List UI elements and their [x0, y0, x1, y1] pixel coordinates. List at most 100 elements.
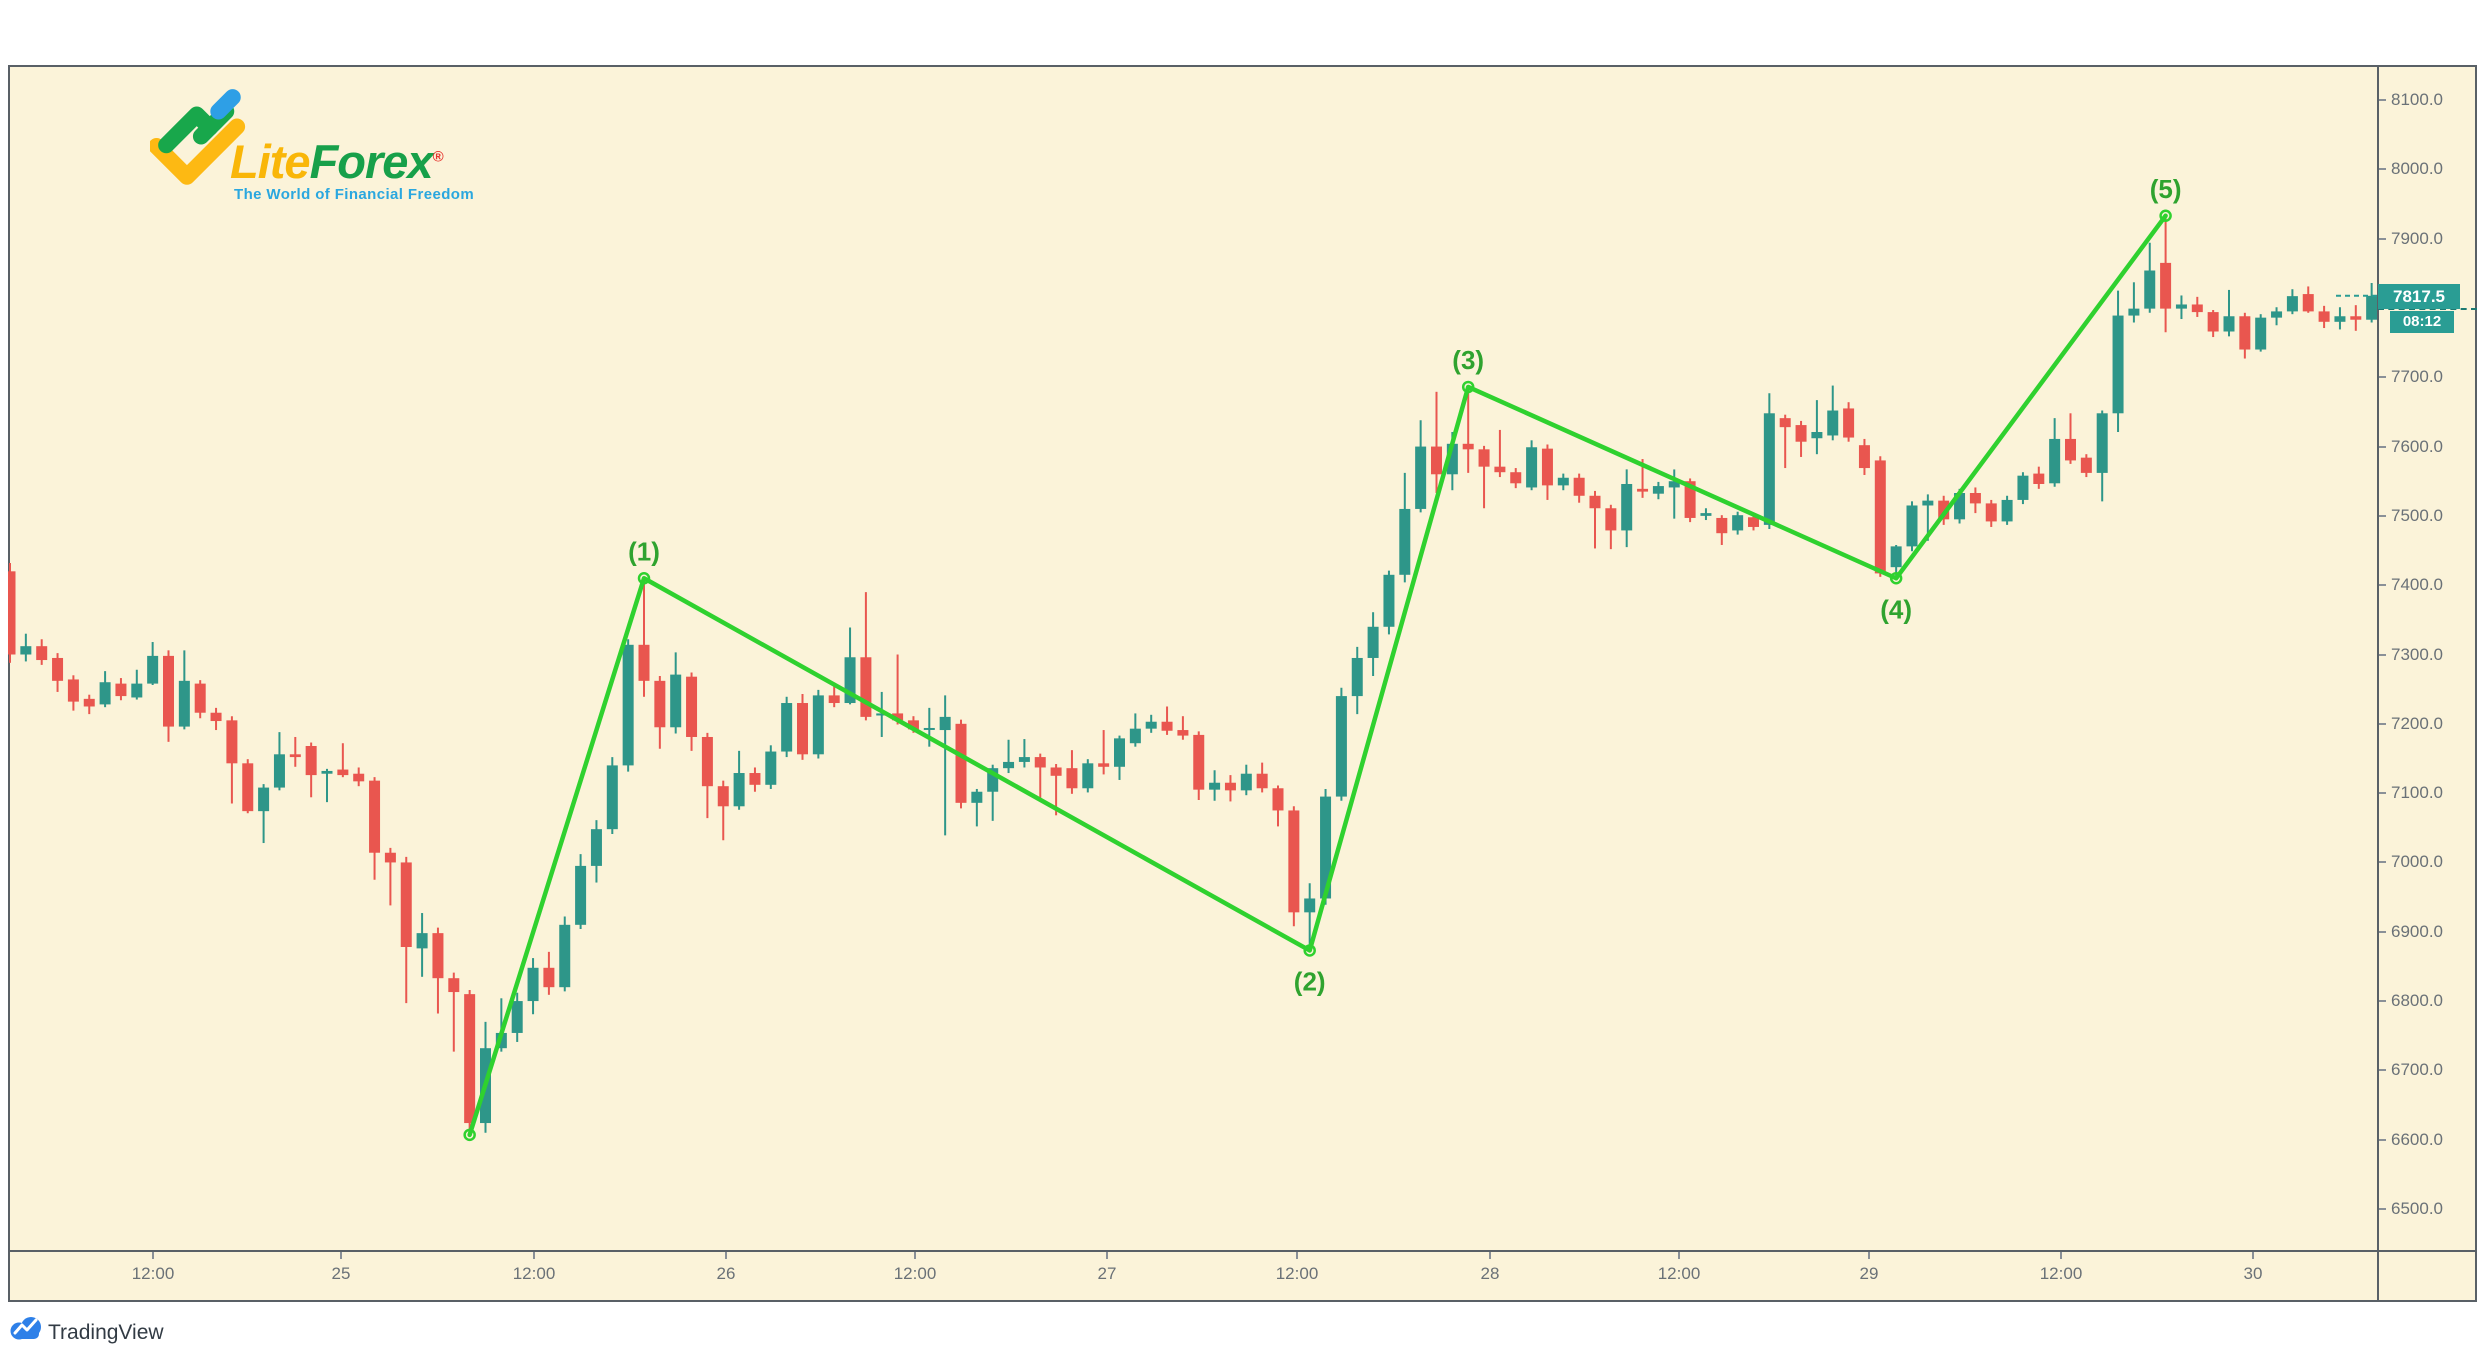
candle[interactable]: [638, 578, 650, 697]
candle[interactable]: [876, 691, 888, 737]
candle[interactable]: [1082, 759, 1094, 793]
candle[interactable]: [2065, 413, 2076, 464]
candle[interactable]: [1811, 400, 1823, 455]
candle[interactable]: [1018, 739, 1030, 768]
candle[interactable]: [511, 992, 523, 1042]
candle[interactable]: [1240, 764, 1252, 796]
price-axis[interactable]: 8100.0 8000.0 7900.0 7700.0 7600.0 7500.0 7400…: [2379, 65, 2477, 1250]
candle[interactable]: [83, 694, 95, 715]
candle[interactable]: [575, 854, 587, 929]
candle[interactable]: [226, 716, 238, 804]
candle[interactable]: [1732, 511, 1744, 535]
candle[interactable]: [2271, 307, 2283, 326]
candle[interactable]: [2001, 495, 2013, 525]
candle[interactable]: [2033, 466, 2045, 489]
candle[interactable]: [2350, 305, 2362, 331]
wave-vertex-marker[interactable]: [1303, 944, 1316, 957]
candle[interactable]: [590, 820, 602, 883]
candle[interactable]: [1114, 735, 1125, 780]
candle[interactable]: [1193, 731, 1205, 801]
candle[interactable]: [1938, 495, 1950, 525]
candle[interactable]: [464, 989, 476, 1135]
candle[interactable]: [971, 788, 983, 827]
candle[interactable]: [8, 563, 16, 663]
candle[interactable]: [559, 916, 571, 992]
candle[interactable]: [654, 675, 666, 749]
candle[interactable]: [321, 768, 333, 803]
candle[interactable]: [2096, 410, 2108, 502]
candle[interactable]: [258, 784, 270, 844]
candle[interactable]: [1320, 788, 1332, 905]
candle[interactable]: [686, 672, 698, 751]
candle[interactable]: [448, 972, 460, 1052]
candle[interactable]: [812, 689, 824, 759]
candle[interactable]: [353, 767, 365, 787]
candle[interactable]: [1335, 687, 1347, 801]
candle[interactable]: [2112, 290, 2124, 433]
candle[interactable]: [1557, 473, 1569, 491]
candle[interactable]: [1383, 570, 1395, 635]
candle[interactable]: [416, 913, 428, 977]
candle[interactable]: [131, 669, 143, 700]
wave-vertex-marker[interactable]: [1461, 380, 1475, 394]
candle[interactable]: [210, 707, 222, 731]
candle[interactable]: [1098, 730, 1110, 775]
candle[interactable]: [1906, 501, 1918, 552]
candle[interactable]: [2318, 305, 2330, 329]
candle[interactable]: [384, 847, 396, 906]
candle[interactable]: [36, 639, 48, 665]
candle[interactable]: [1621, 469, 1633, 548]
candle[interactable]: [147, 642, 159, 685]
candle[interactable]: [2144, 242, 2156, 313]
candle[interactable]: [1367, 612, 1379, 676]
candle[interactable]: [1177, 716, 1189, 740]
candle[interactable]: [2207, 310, 2219, 338]
candle[interactable]: [305, 742, 317, 798]
candle[interactable]: [1272, 785, 1284, 827]
candle[interactable]: [1716, 515, 1728, 545]
candle[interactable]: [1209, 770, 1221, 801]
candle[interactable]: [2223, 289, 2235, 337]
elliott-wave-line[interactable]: [467, 213, 2168, 1138]
candle[interactable]: [1161, 706, 1173, 735]
candle[interactable]: [1003, 739, 1015, 774]
candle[interactable]: [1700, 508, 1712, 521]
candle[interactable]: [781, 696, 793, 758]
chart-canvas[interactable]: (1) (2) (3) (4) (5): [8, 65, 2377, 1250]
candle[interactable]: [717, 780, 729, 841]
candle[interactable]: [369, 777, 381, 880]
candle[interactable]: [749, 767, 761, 792]
candle[interactable]: [1256, 762, 1268, 793]
candle[interactable]: [2255, 314, 2267, 352]
candle[interactable]: [1034, 753, 1046, 798]
candle[interactable]: [1858, 438, 1870, 475]
wave-vertex-marker[interactable]: [1889, 572, 1903, 585]
candle[interactable]: [242, 759, 254, 814]
candle[interactable]: [1589, 490, 1601, 549]
candle[interactable]: [2239, 312, 2251, 359]
candle[interactable]: [797, 694, 808, 760]
candle[interactable]: [1526, 440, 1538, 491]
candle[interactable]: [1478, 445, 1490, 509]
candle[interactable]: [1431, 391, 1442, 494]
candle[interactable]: [337, 743, 349, 778]
candle[interactable]: [163, 650, 174, 742]
candle[interactable]: [289, 736, 301, 767]
wave-vertex-marker[interactable]: [463, 1128, 476, 1142]
candle[interactable]: [622, 639, 634, 772]
candle[interactable]: [2334, 307, 2346, 330]
candle[interactable]: [2366, 282, 2377, 323]
candle[interactable]: [1145, 714, 1157, 733]
candle[interactable]: [1510, 468, 1522, 489]
candle[interactable]: [2128, 282, 2140, 323]
candle[interactable]: [1827, 385, 1839, 441]
candle[interactable]: [52, 653, 64, 692]
candle[interactable]: [1541, 444, 1553, 500]
candle[interactable]: [2191, 296, 2203, 317]
candle[interactable]: [2049, 418, 2061, 487]
candle[interactable]: [2017, 472, 2029, 505]
candle[interactable]: [765, 745, 777, 789]
candle[interactable]: [1129, 713, 1141, 747]
candle[interactable]: [1573, 473, 1585, 503]
candle[interactable]: [115, 678, 127, 701]
